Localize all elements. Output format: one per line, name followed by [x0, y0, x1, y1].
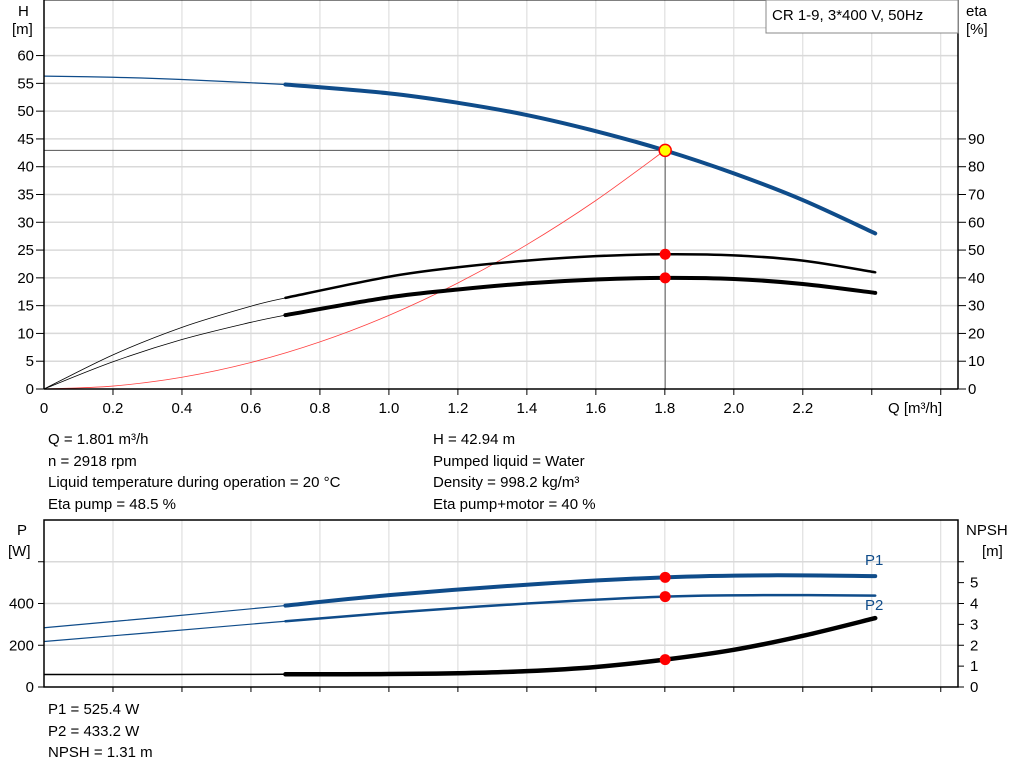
eta-tick-label: 90 [968, 131, 985, 148]
axes: 0 0.2 0.4 0.6 0.8 1.0 1.2 1.4 1.6 1.8 2.0 2.2051015… [9, 0, 985, 696]
h-tick-label: 30 [17, 214, 34, 231]
result-npsh: NPSH = 1.31 m [48, 744, 153, 761]
h-tick-label: 45 [17, 131, 34, 148]
npsh-tick-label: 1 [970, 658, 978, 675]
x-tick-label: 0.4 [172, 400, 193, 417]
p-axis-unit: [W] [8, 543, 31, 560]
series-system-curve-line [43, 150, 666, 390]
eta-tick-label: 0 [968, 381, 976, 398]
h-tick-label: 0 [26, 381, 34, 398]
eta-tick-label: 70 [968, 187, 985, 204]
h-tick-label: 35 [17, 187, 34, 204]
x-tick-label: 1.4 [516, 400, 537, 417]
x-tick-label: 1.2 [447, 400, 468, 417]
eta-tick-label: 60 [968, 214, 985, 231]
series-P1-line [283, 573, 878, 608]
operating-point-marker [658, 143, 672, 158]
bottom-curves [43, 571, 878, 677]
results-right: H = 42.94 m Pumped liquid = Water Densit… [433, 429, 596, 515]
p1-series-label: P1 [865, 552, 883, 569]
series-eta-total-line [283, 275, 878, 318]
series-eta-pump-line [284, 252, 877, 300]
results-left: Q = 1.801 m³/h n = 2918 rpm Liquid tempe… [48, 429, 340, 515]
h-tick-label: 40 [17, 159, 34, 176]
result-eta-total: Eta pump+motor = 40 % [433, 495, 596, 513]
q-axis-label: Q [m³/h] [888, 400, 942, 417]
eta-pump-marker [659, 248, 671, 260]
x-tick-label: 1.6 [585, 400, 606, 417]
bottom-grid [44, 520, 958, 687]
x-tick-label: 1.0 [378, 400, 399, 417]
h-tick-label: 5 [26, 353, 34, 370]
x-tick-label: 0.2 [103, 400, 124, 417]
eta-tick-label: 20 [968, 325, 985, 342]
result-density: Density = 998.2 kg/m³ [433, 474, 580, 491]
x-tick-label: 0 [40, 400, 48, 417]
p2-marker [659, 591, 671, 603]
series-H-extrapolated [43, 75, 286, 86]
result-n: n = 2918 rpm [48, 452, 137, 470]
h-tick-label: 25 [17, 242, 34, 259]
h-tick-label: 15 [17, 298, 34, 315]
eta-tick-label: 80 [968, 159, 985, 176]
series-NPSH-line [283, 615, 878, 677]
eta-tick-label: 30 [968, 298, 985, 315]
npsh-tick-label: 5 [970, 575, 978, 592]
legend-text: CR 1-9, 3*400 V, 50Hz [772, 7, 923, 24]
h-tick-label: 10 [17, 325, 34, 342]
series-H-line [283, 82, 878, 236]
top-grid [44, 0, 958, 389]
results-bottom: P1 = 525.4 W P2 = 433.2 W NPSH = 1.31 m [48, 699, 153, 764]
p2-series-label: P2 [865, 597, 883, 614]
result-eta-pump: Eta pump = 48.5 % [48, 495, 176, 513]
result-p1: P1 = 525.4 W [48, 701, 140, 718]
eta-tick-label: 10 [968, 353, 985, 370]
x-tick-label: 0.6 [241, 400, 262, 417]
eta-tick-label: 40 [968, 270, 985, 287]
p-tick-label: 400 [9, 596, 34, 613]
top-curves [43, 75, 878, 390]
npsh-tick-label: 0 [970, 679, 978, 696]
npsh-tick-label: 2 [970, 637, 978, 654]
h-tick-label: 20 [17, 270, 34, 287]
h-axis-label: H [18, 3, 29, 20]
npsh-tick-label: 3 [970, 616, 978, 633]
p-tick-label: 200 [9, 637, 34, 654]
h-tick-label: 60 [17, 48, 34, 65]
npsh-tick-label: 4 [970, 596, 978, 613]
p-tick-label: 0 [26, 679, 34, 696]
h-tick-label: 50 [17, 103, 34, 120]
eta-axis-unit: [%] [966, 21, 988, 38]
x-tick-label: 2.2 [792, 400, 813, 417]
x-tick-label: 2.0 [723, 400, 744, 417]
x-tick-label: 0.8 [309, 400, 330, 417]
series-P2-line [284, 593, 877, 623]
series-eta-pump-extrapolated [43, 297, 286, 390]
npsh-axis-unit: [m] [982, 543, 1003, 560]
result-q: Q = 1.801 m³/h [48, 431, 149, 448]
result-temperature: Liquid temperature during operation = 20… [48, 474, 341, 491]
eta-total-marker [659, 272, 671, 284]
legend-box [765, 0, 959, 34]
result-liquid: Pumped liquid = Water [433, 452, 585, 470]
series-P1-extrapolated [43, 604, 286, 629]
eta-tick-label: 50 [968, 242, 985, 259]
h-tick-label: 55 [17, 75, 34, 92]
x-tick-label: 1.8 [654, 400, 675, 417]
npsh-marker [659, 654, 671, 666]
series-eta-total-extrapolated [43, 314, 286, 390]
result-p2: P2 = 433.2 W [48, 722, 140, 740]
npsh-axis-label: NPSH [966, 522, 1008, 539]
result-h: H = 42.94 m [433, 431, 516, 448]
p-axis-label: P [17, 522, 27, 539]
p1-marker [659, 571, 671, 583]
series-P2-extrapolated [43, 620, 286, 643]
h-axis-unit: [m] [12, 21, 33, 38]
eta-axis-label: eta [966, 3, 988, 20]
